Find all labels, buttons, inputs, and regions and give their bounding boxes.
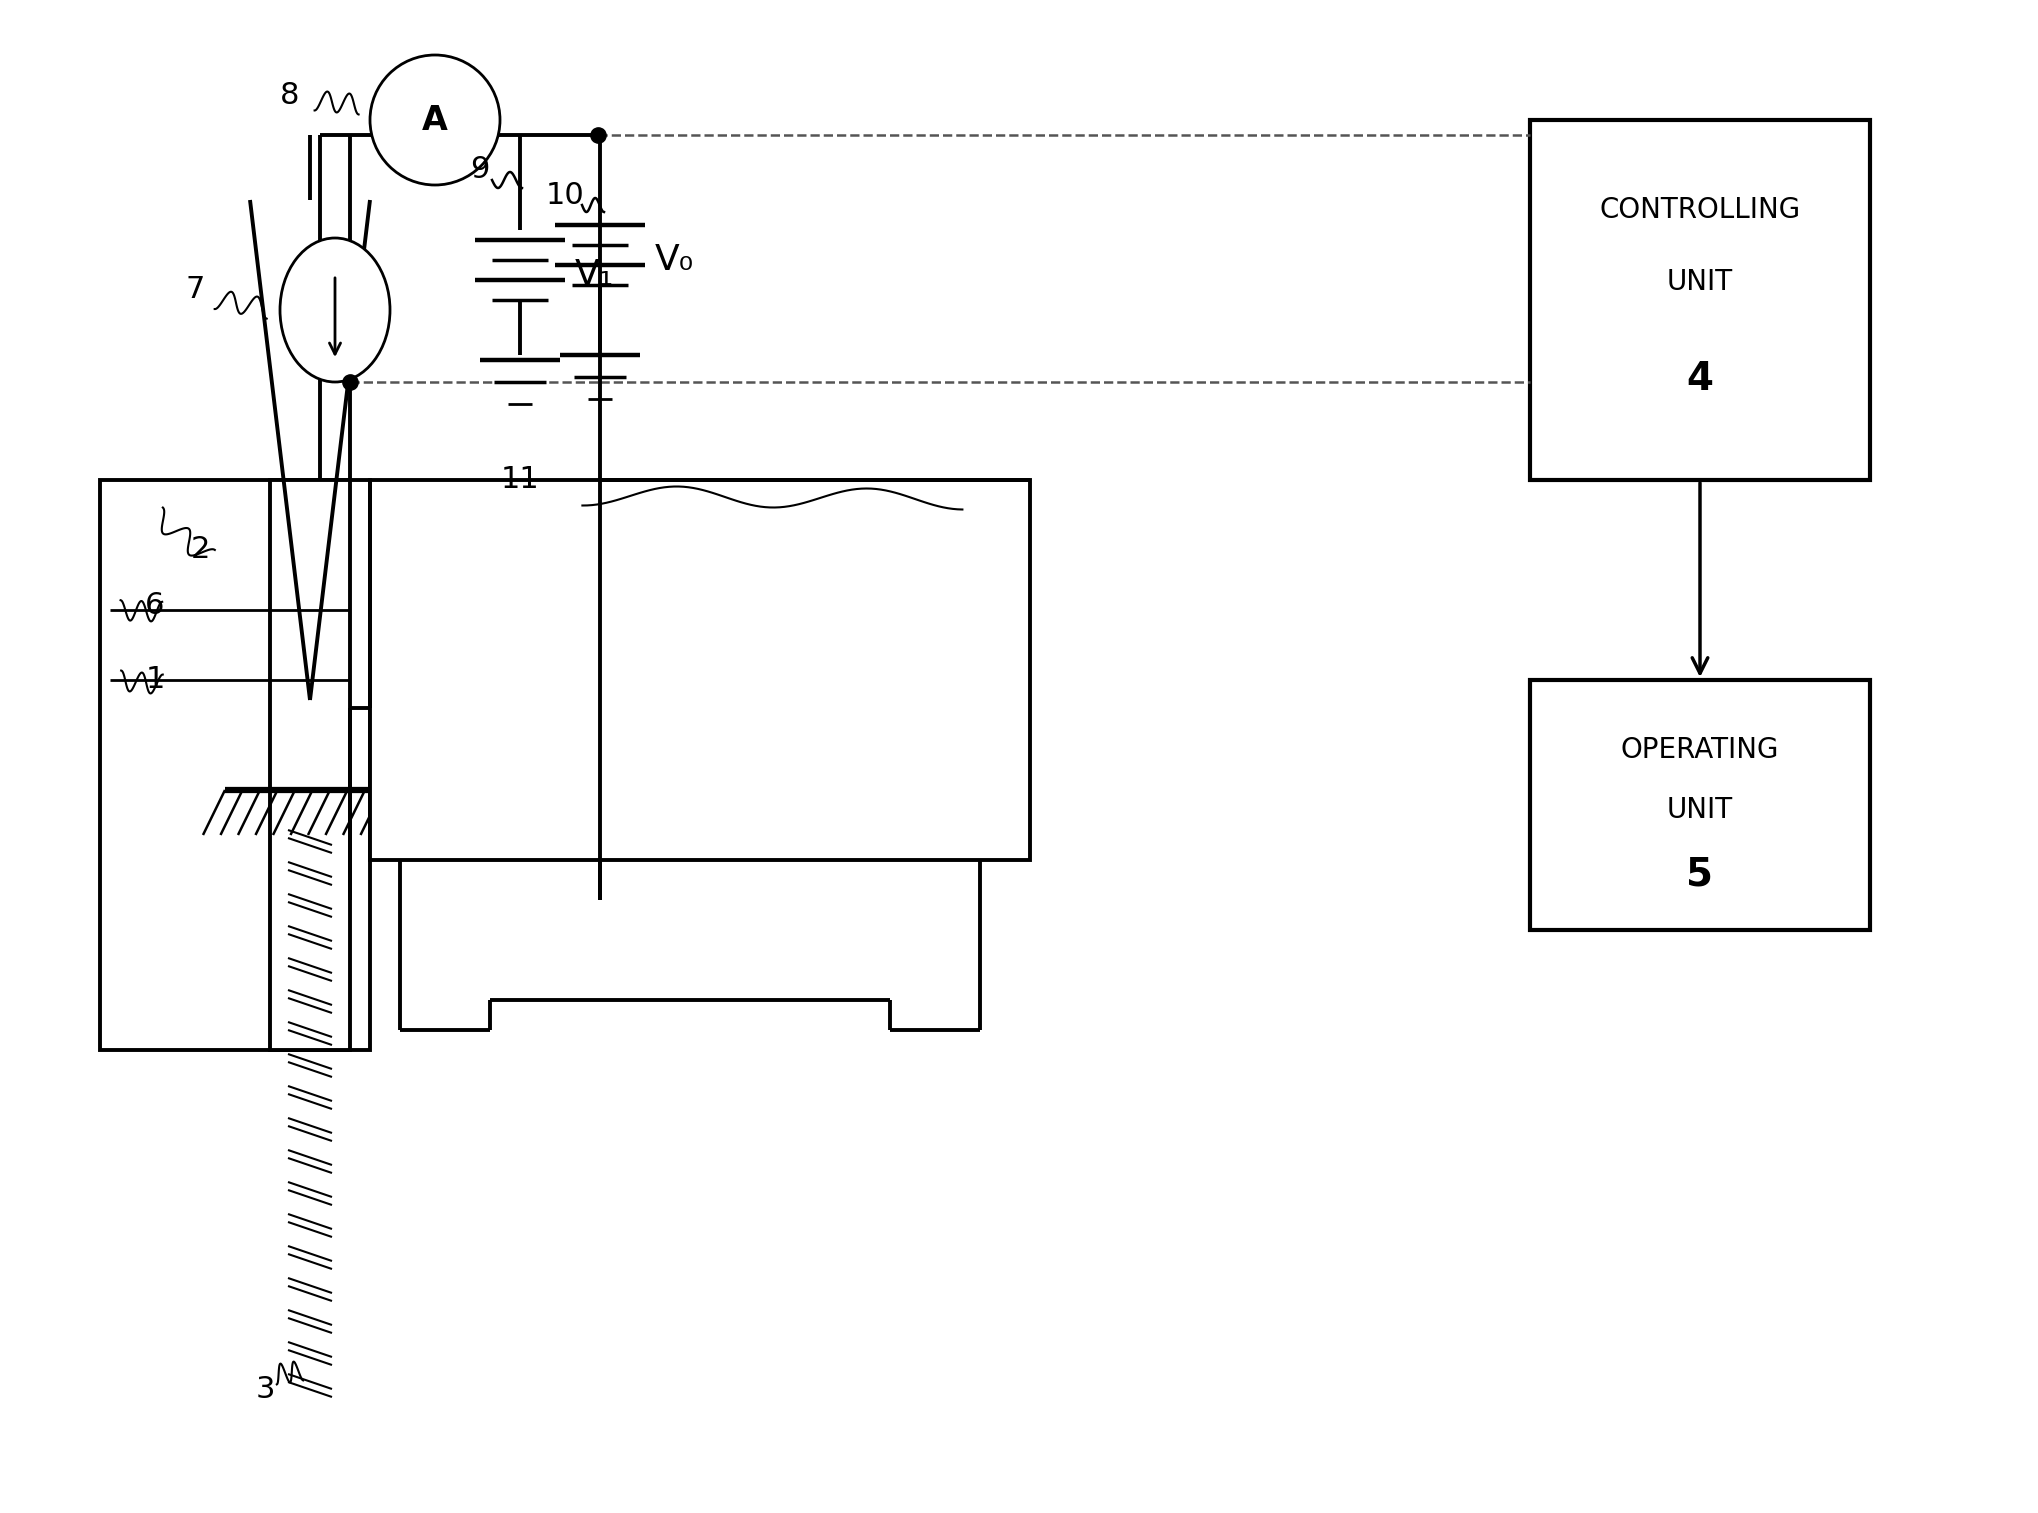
Text: OPERATING: OPERATING — [1620, 735, 1779, 764]
Text: 6: 6 — [145, 590, 165, 619]
Text: 1: 1 — [145, 666, 165, 694]
Text: 8: 8 — [281, 80, 300, 109]
Text: V₀: V₀ — [654, 244, 695, 277]
Circle shape — [371, 54, 499, 185]
Text: CONTROLLING: CONTROLLING — [1600, 197, 1800, 224]
Text: 3: 3 — [255, 1375, 275, 1404]
Text: 11: 11 — [501, 466, 540, 495]
Text: 4: 4 — [1687, 360, 1714, 398]
Bar — [100, 480, 371, 1050]
Text: 10: 10 — [546, 180, 585, 209]
Text: UNIT: UNIT — [1667, 796, 1732, 825]
Bar — [1531, 120, 1871, 480]
Text: UNIT: UNIT — [1667, 268, 1732, 297]
Text: A: A — [422, 103, 448, 136]
Bar — [269, 480, 351, 1050]
Bar — [371, 480, 1029, 859]
Text: 2: 2 — [190, 536, 210, 564]
Text: 7: 7 — [185, 275, 204, 304]
Text: V₁: V₁ — [575, 259, 613, 292]
Bar — [1531, 679, 1871, 930]
Text: 5: 5 — [1687, 856, 1714, 894]
Ellipse shape — [279, 238, 389, 381]
Text: 9: 9 — [471, 156, 489, 185]
